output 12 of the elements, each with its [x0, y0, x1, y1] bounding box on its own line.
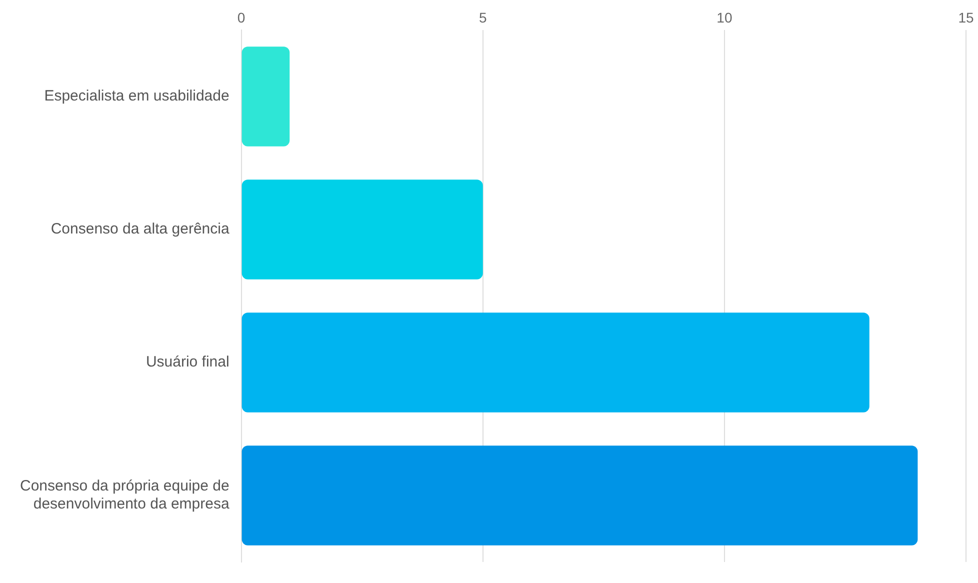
y-tick-label: Usuário final	[146, 354, 230, 371]
y-tick-label: Especialista em usabilidade	[44, 88, 230, 105]
y-tick-label: Consenso da alta gerência	[50, 220, 230, 238]
bar	[242, 446, 918, 546]
x-tick-label: 5	[478, 9, 487, 26]
x-tick-label: 10	[716, 9, 732, 26]
x-tick-label: 15	[958, 9, 974, 26]
bar	[242, 180, 483, 280]
x-tick-label: 0	[237, 9, 246, 26]
bar	[242, 312, 870, 412]
y-tick-label: Consenso da própria equipe de desenvolvimento da empresa	[20, 478, 230, 513]
bar	[242, 46, 290, 146]
